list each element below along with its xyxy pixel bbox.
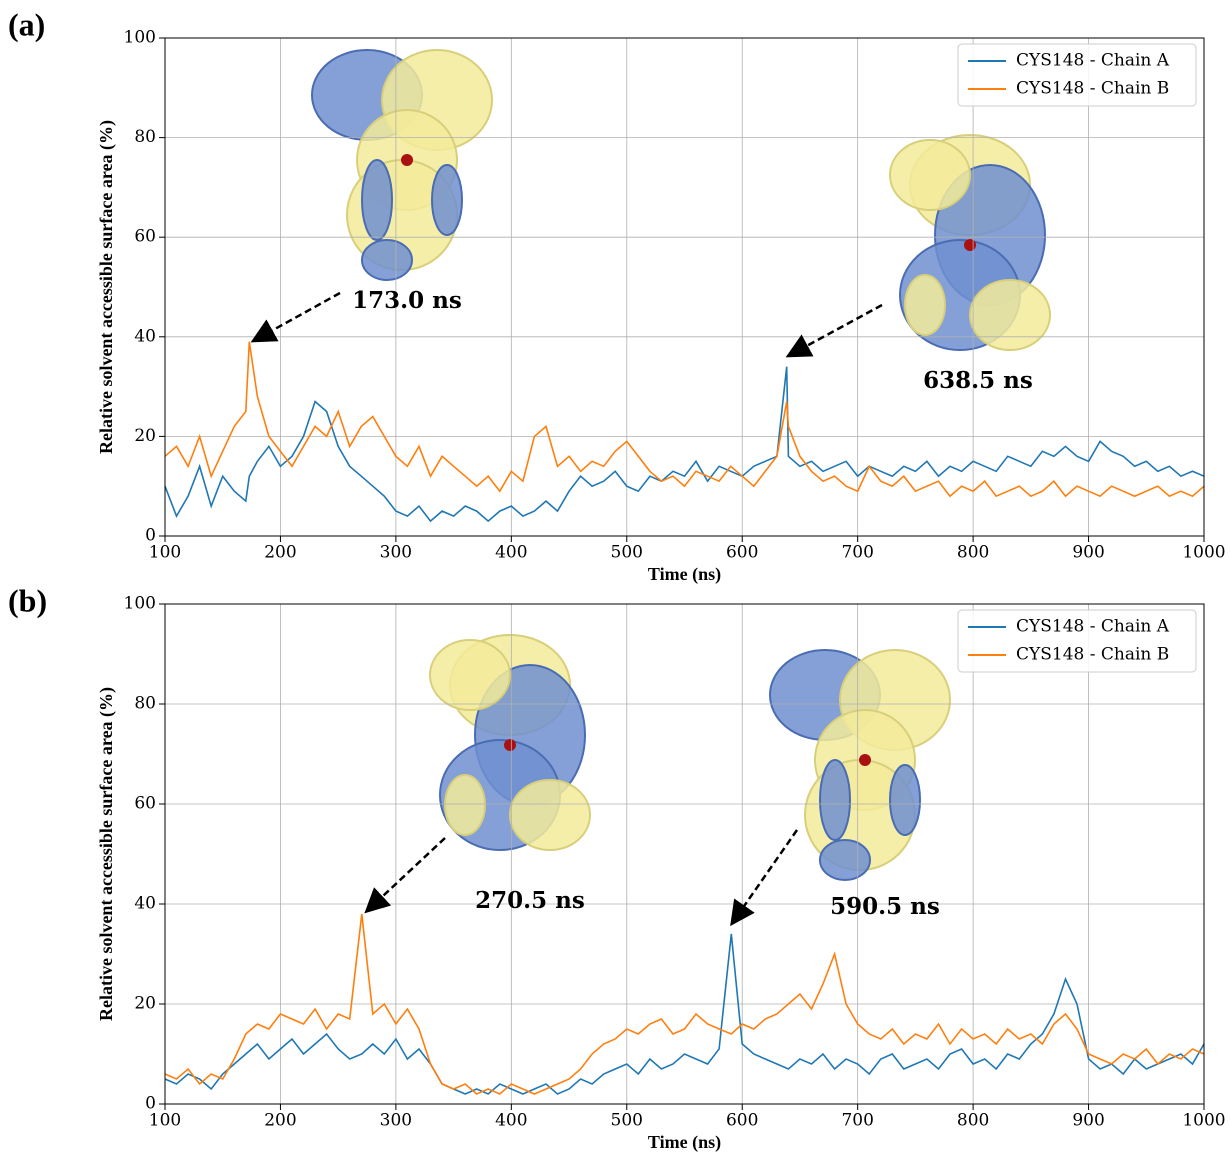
y-tick-label: 20 [134, 426, 156, 446]
protein-structure [889, 134, 1051, 351]
x-tick-label: 800 [957, 1111, 989, 1131]
x-tick-label: 900 [1072, 543, 1104, 563]
y-tick-label: 0 [145, 526, 156, 546]
protein-site [504, 739, 516, 751]
x-tick-label: 700 [841, 1111, 873, 1131]
x-tick-label: 500 [611, 543, 643, 563]
x-tick-label: 800 [957, 543, 989, 563]
x-axis-label: Time (ns) [648, 564, 721, 585]
x-tick-label: 400 [495, 1111, 527, 1131]
protein-blob [904, 274, 946, 336]
data-line [164, 913, 1205, 1095]
y-tick-label: 60 [134, 227, 156, 247]
plot-frame [164, 603, 1205, 1105]
protein-structure [311, 49, 493, 281]
x-tick-label: 1000 [1182, 1111, 1225, 1131]
annotation-arrow [364, 837, 446, 914]
y-tick-label: 80 [134, 694, 156, 714]
protein-blob [361, 239, 413, 281]
annotation: 638.5 ns [923, 367, 1033, 394]
y-tick-label: 0 [145, 1094, 156, 1114]
plot-frame [164, 37, 1205, 537]
x-tick-label: 500 [611, 1111, 643, 1131]
y-tick-label: 20 [134, 994, 156, 1014]
annotation: 590.5 ns [830, 893, 940, 920]
annotation: 173.0 ns [352, 287, 462, 314]
protein-blob [819, 759, 851, 841]
legend-label: CYS148 - Chain B [1016, 645, 1169, 665]
protein-blob [509, 779, 591, 851]
y-tick-label: 100 [124, 28, 156, 48]
protein-blob [361, 159, 393, 241]
y-tick-label: 60 [134, 794, 156, 814]
data-line [164, 366, 1205, 523]
data-line [164, 933, 1205, 1095]
y-tick-label: 40 [134, 894, 156, 914]
x-tick-label: 300 [380, 1111, 412, 1131]
x-tick-label: 400 [495, 543, 527, 563]
annotation-arrow [730, 829, 799, 927]
y-tick-label: 100 [124, 594, 156, 614]
y-axis-label: Relative solvent accessible surface area… [96, 687, 117, 1021]
legend-label: CYS148 - Chain A [1016, 617, 1170, 637]
protein-blob [429, 639, 511, 711]
panel-label: (a) [8, 6, 45, 42]
x-axis-label: Time (ns) [648, 1132, 721, 1153]
panel: (a) 0 20 40 60 80 100 100 200 300 400 500 600 700 800 9… [8, 6, 1226, 585]
legend-box [957, 43, 1197, 107]
y-axis-label: Relative solvent accessible surface area… [96, 120, 117, 454]
annotation-arrow [785, 303, 883, 358]
protein-blob [444, 774, 486, 836]
x-tick-label: 300 [380, 543, 412, 563]
legend-box [957, 609, 1197, 673]
protein-blob [819, 839, 871, 881]
y-tick-label: 80 [134, 127, 156, 147]
x-tick-label: 100 [149, 543, 181, 563]
protein-site [401, 154, 413, 166]
protein-blob [889, 139, 971, 211]
x-tick-label: 200 [264, 543, 296, 563]
protein-blob [431, 164, 463, 236]
panel-label: (b) [8, 582, 47, 618]
protein-blob [969, 279, 1051, 351]
annotation: 270.5 ns [475, 887, 585, 914]
x-tick-label: 1000 [1182, 543, 1225, 563]
annotation-arrow [250, 291, 341, 343]
x-tick-label: 700 [841, 543, 873, 563]
x-tick-label: 600 [726, 1111, 758, 1131]
protein-structure [429, 634, 591, 851]
x-tick-label: 600 [726, 543, 758, 563]
protein-structure [769, 649, 951, 881]
x-tick-label: 200 [264, 1111, 296, 1131]
x-tick-label: 100 [149, 1111, 181, 1131]
protein-structures [311, 49, 1051, 881]
panel: (b) 0 20 40 60 80 100 100 200 300 400 500 600 700 800 9… [8, 582, 1226, 1153]
data-line [164, 341, 1205, 498]
protein-blob [889, 764, 921, 836]
legend-label: CYS148 - Chain A [1016, 51, 1170, 71]
legend-label: CYS148 - Chain B [1016, 79, 1169, 99]
y-tick-label: 40 [134, 326, 156, 346]
protein-site [964, 239, 976, 251]
protein-site [859, 754, 871, 766]
x-tick-label: 900 [1072, 1111, 1104, 1131]
